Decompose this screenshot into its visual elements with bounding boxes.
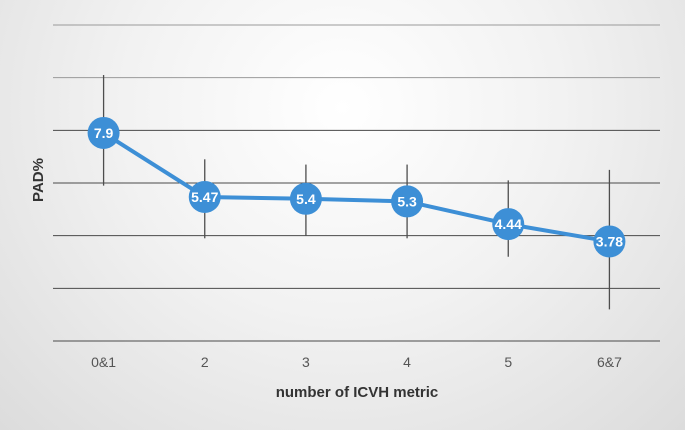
data-label: 5.47	[191, 189, 218, 205]
x-tick-labels: 0&1 2 3 4 5 6&7	[91, 354, 622, 370]
data-markers: 7.9 5.47 5.4 5.3 4.44 3.78	[87, 116, 626, 258]
data-label: 3.78	[596, 233, 623, 249]
gridlines	[53, 24, 660, 342]
series-line-group	[102, 131, 610, 244]
x-axis-title: number of ICVH metric	[276, 384, 439, 401]
error-bars	[102, 75, 611, 310]
data-label: 4.44	[495, 216, 522, 232]
x-tick-label: 5	[504, 354, 512, 370]
x-tick-label: 2	[201, 354, 209, 370]
data-point	[492, 208, 525, 241]
data-point	[391, 185, 424, 218]
y-axis-title: PAD%	[30, 158, 47, 202]
data-label: 5.4	[296, 191, 316, 207]
data-label: 5.3	[397, 193, 417, 209]
x-tick-label: 0&1	[91, 354, 116, 370]
x-tick-label: 6&7	[597, 354, 622, 370]
data-point	[593, 225, 626, 258]
x-tick-label: 4	[403, 354, 411, 370]
series-line	[102, 131, 610, 244]
x-tick-label: 3	[302, 354, 310, 370]
data-point	[188, 180, 221, 213]
data-point	[289, 182, 322, 215]
data-point	[87, 116, 120, 149]
data-label: 7.9	[94, 125, 114, 141]
